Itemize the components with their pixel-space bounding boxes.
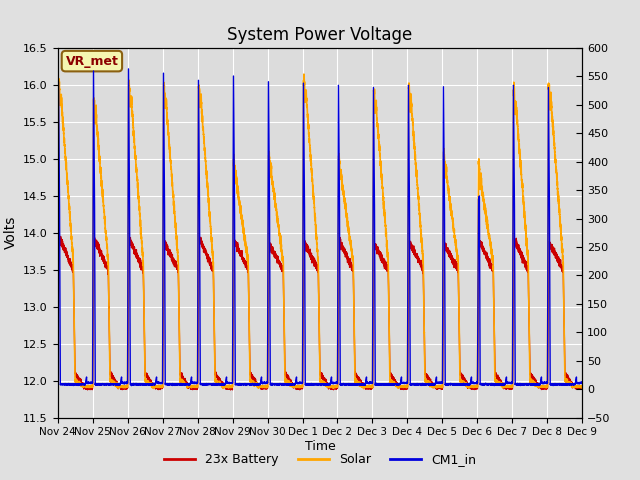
23x Battery bbox=[166, 247, 174, 252]
Title: System Power Voltage: System Power Voltage bbox=[227, 25, 413, 44]
23x Battery bbox=[250, 377, 258, 383]
Solar bbox=[467, 384, 475, 389]
23x Battery bbox=[55, 230, 63, 236]
23x Battery bbox=[577, 386, 584, 392]
CM1_in bbox=[250, 381, 258, 386]
Y-axis label: Volts: Volts bbox=[4, 216, 17, 250]
23x Battery bbox=[467, 385, 475, 391]
Solar bbox=[360, 386, 367, 392]
Line: Solar: Solar bbox=[58, 74, 582, 389]
Solar bbox=[392, 383, 400, 388]
CM1_in bbox=[467, 378, 475, 384]
CM1_in bbox=[54, 380, 61, 386]
Text: VR_met: VR_met bbox=[65, 55, 118, 68]
Solar bbox=[577, 384, 584, 389]
23x Battery bbox=[161, 241, 168, 247]
Line: CM1_in: CM1_in bbox=[58, 69, 582, 385]
CM1_in bbox=[161, 180, 168, 186]
23x Battery bbox=[579, 386, 586, 392]
Solar bbox=[161, 83, 168, 88]
CM1_in bbox=[125, 66, 132, 72]
Solar bbox=[579, 384, 586, 390]
Line: 23x Battery: 23x Battery bbox=[58, 233, 582, 390]
Legend: 23x Battery, Solar, CM1_in: 23x Battery, Solar, CM1_in bbox=[159, 448, 481, 471]
23x Battery bbox=[392, 380, 400, 386]
CM1_in bbox=[577, 380, 584, 385]
CM1_in bbox=[579, 380, 586, 386]
CM1_in bbox=[392, 382, 400, 387]
CM1_in bbox=[166, 382, 174, 387]
23x Battery bbox=[54, 385, 61, 391]
Solar bbox=[250, 380, 258, 386]
X-axis label: Time: Time bbox=[305, 440, 335, 453]
Solar bbox=[54, 384, 61, 389]
CM1_in bbox=[490, 383, 498, 388]
23x Battery bbox=[227, 387, 234, 393]
Solar bbox=[166, 148, 173, 154]
Solar bbox=[300, 71, 308, 77]
